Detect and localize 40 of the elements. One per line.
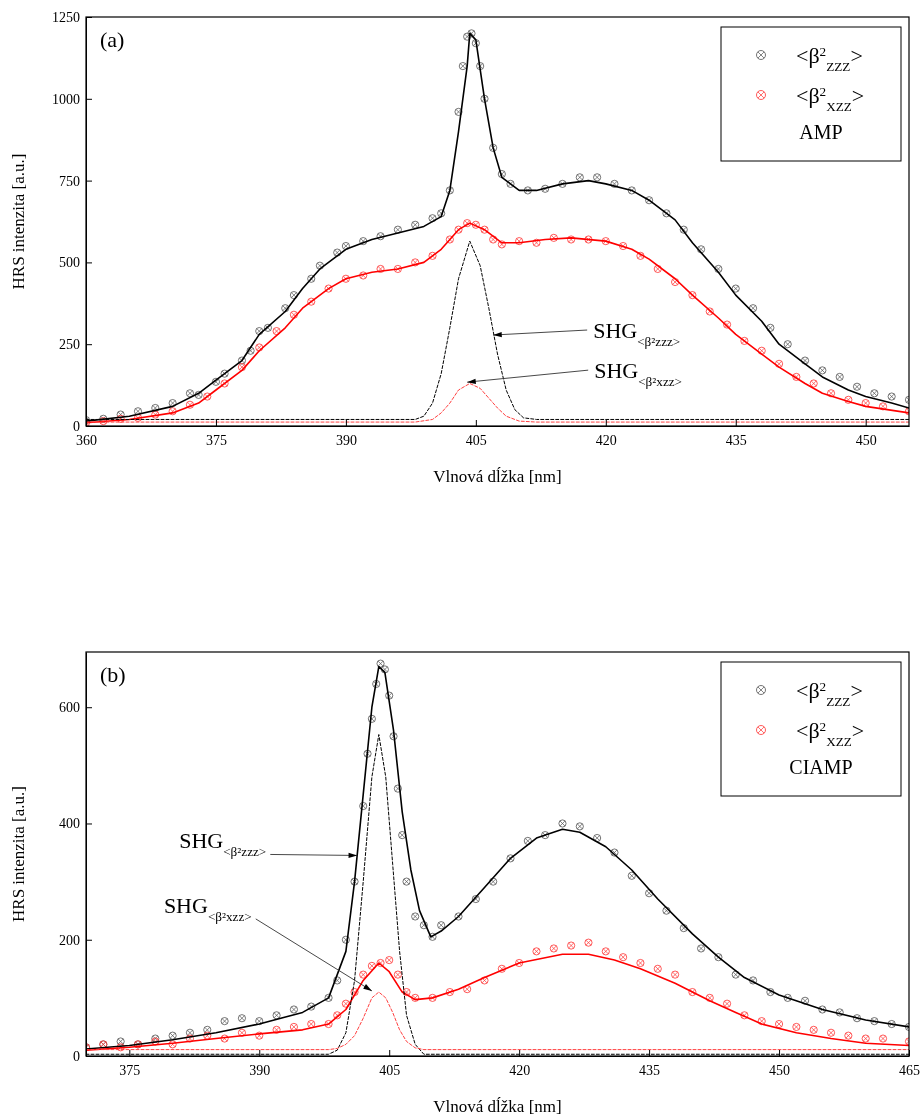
x-tick-label: 435 — [725, 433, 747, 449]
x-axis-title: Vlnová dĺžka [nm] — [433, 467, 562, 486]
x-tick-label: 405 — [379, 1063, 401, 1079]
x-tick-label: 390 — [335, 433, 357, 449]
y-tick-label: 400 — [59, 816, 80, 832]
annotation: (a) — [100, 27, 125, 52]
legend-title: CIAMP — [789, 756, 853, 778]
x-tick-label: 465 — [899, 1063, 920, 1079]
y-axis-title: HRS intenzita [a.u.] — [9, 786, 28, 922]
x-tick-label: 405 — [465, 433, 487, 449]
x-tick-label: 450 — [769, 1063, 791, 1079]
annotation: (b) — [100, 662, 126, 687]
y-tick-label: 200 — [59, 932, 80, 948]
x-tick-label: 435 — [639, 1063, 661, 1079]
annotation: SHG$_{<β²zzz>}$ — [179, 828, 267, 859]
y-tick-label: 1250 — [52, 9, 80, 25]
legend-label: <β$^{2}$$_{XZZ}$> — [796, 718, 865, 749]
x-tick-label: 375 — [119, 1063, 141, 1079]
y-tick-label: 750 — [59, 173, 80, 189]
legend-title: AMP — [799, 121, 843, 143]
annotation: SHG$_{<β²xzz>}$ — [163, 892, 252, 924]
x-tick-label: 375 — [205, 433, 227, 449]
y-tick-label: 600 — [59, 700, 80, 716]
y-axis-title: HRS intenzita [a.u.] — [9, 153, 28, 290]
x-tick-label: 390 — [249, 1063, 271, 1079]
y-tick-label: 250 — [59, 337, 80, 353]
y-tick-label: 0 — [73, 418, 80, 434]
y-tick-label: 1000 — [52, 91, 80, 107]
x-axis-title: Vlnová dĺžka [nm] — [433, 1097, 562, 1116]
annotation: SHG$_{<β²xzz>}$ — [594, 358, 683, 389]
y-tick-label: 500 — [59, 255, 80, 271]
x-tick-label: 360 — [76, 433, 97, 449]
y-tick-label: 0 — [73, 1048, 80, 1064]
x-tick-label: 450 — [855, 433, 877, 449]
legend-label: <β$^{2}$$_{ZZZ}$> — [796, 43, 863, 74]
x-tick-label: 420 — [509, 1063, 531, 1079]
annotation: SHG$_{<β²zzz>}$ — [593, 318, 681, 349]
x-tick-label: 420 — [595, 433, 617, 449]
legend-label: <β$^{2}$$_{ZZZ}$> — [796, 678, 863, 709]
legend-label: <β$^{2}$$_{XZZ}$> — [796, 83, 865, 114]
